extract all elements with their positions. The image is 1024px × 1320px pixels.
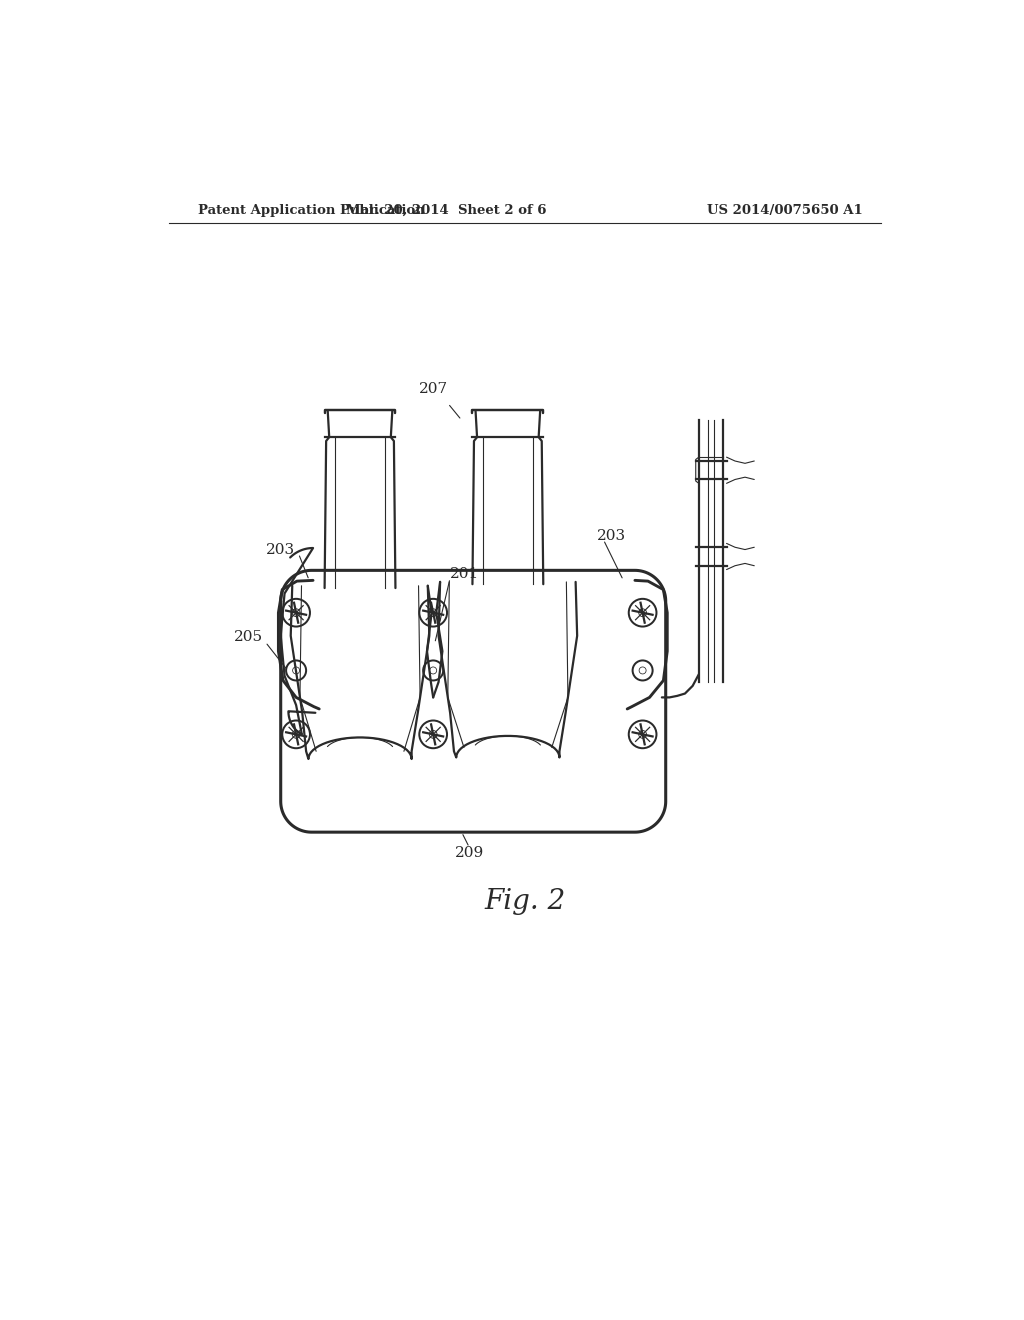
Text: 201: 201 xyxy=(451,568,479,581)
Text: 207: 207 xyxy=(419,381,447,396)
Text: US 2014/0075650 A1: US 2014/0075650 A1 xyxy=(707,205,862,218)
Text: 203: 203 xyxy=(265,543,295,557)
Text: Fig. 2: Fig. 2 xyxy=(484,888,565,915)
Polygon shape xyxy=(281,570,666,832)
Text: 209: 209 xyxy=(455,846,484,861)
Text: Mar. 20, 2014  Sheet 2 of 6: Mar. 20, 2014 Sheet 2 of 6 xyxy=(346,205,547,218)
Text: 205: 205 xyxy=(233,631,263,644)
Text: Patent Application Publication: Patent Application Publication xyxy=(199,205,425,218)
Text: 203: 203 xyxy=(597,529,627,543)
